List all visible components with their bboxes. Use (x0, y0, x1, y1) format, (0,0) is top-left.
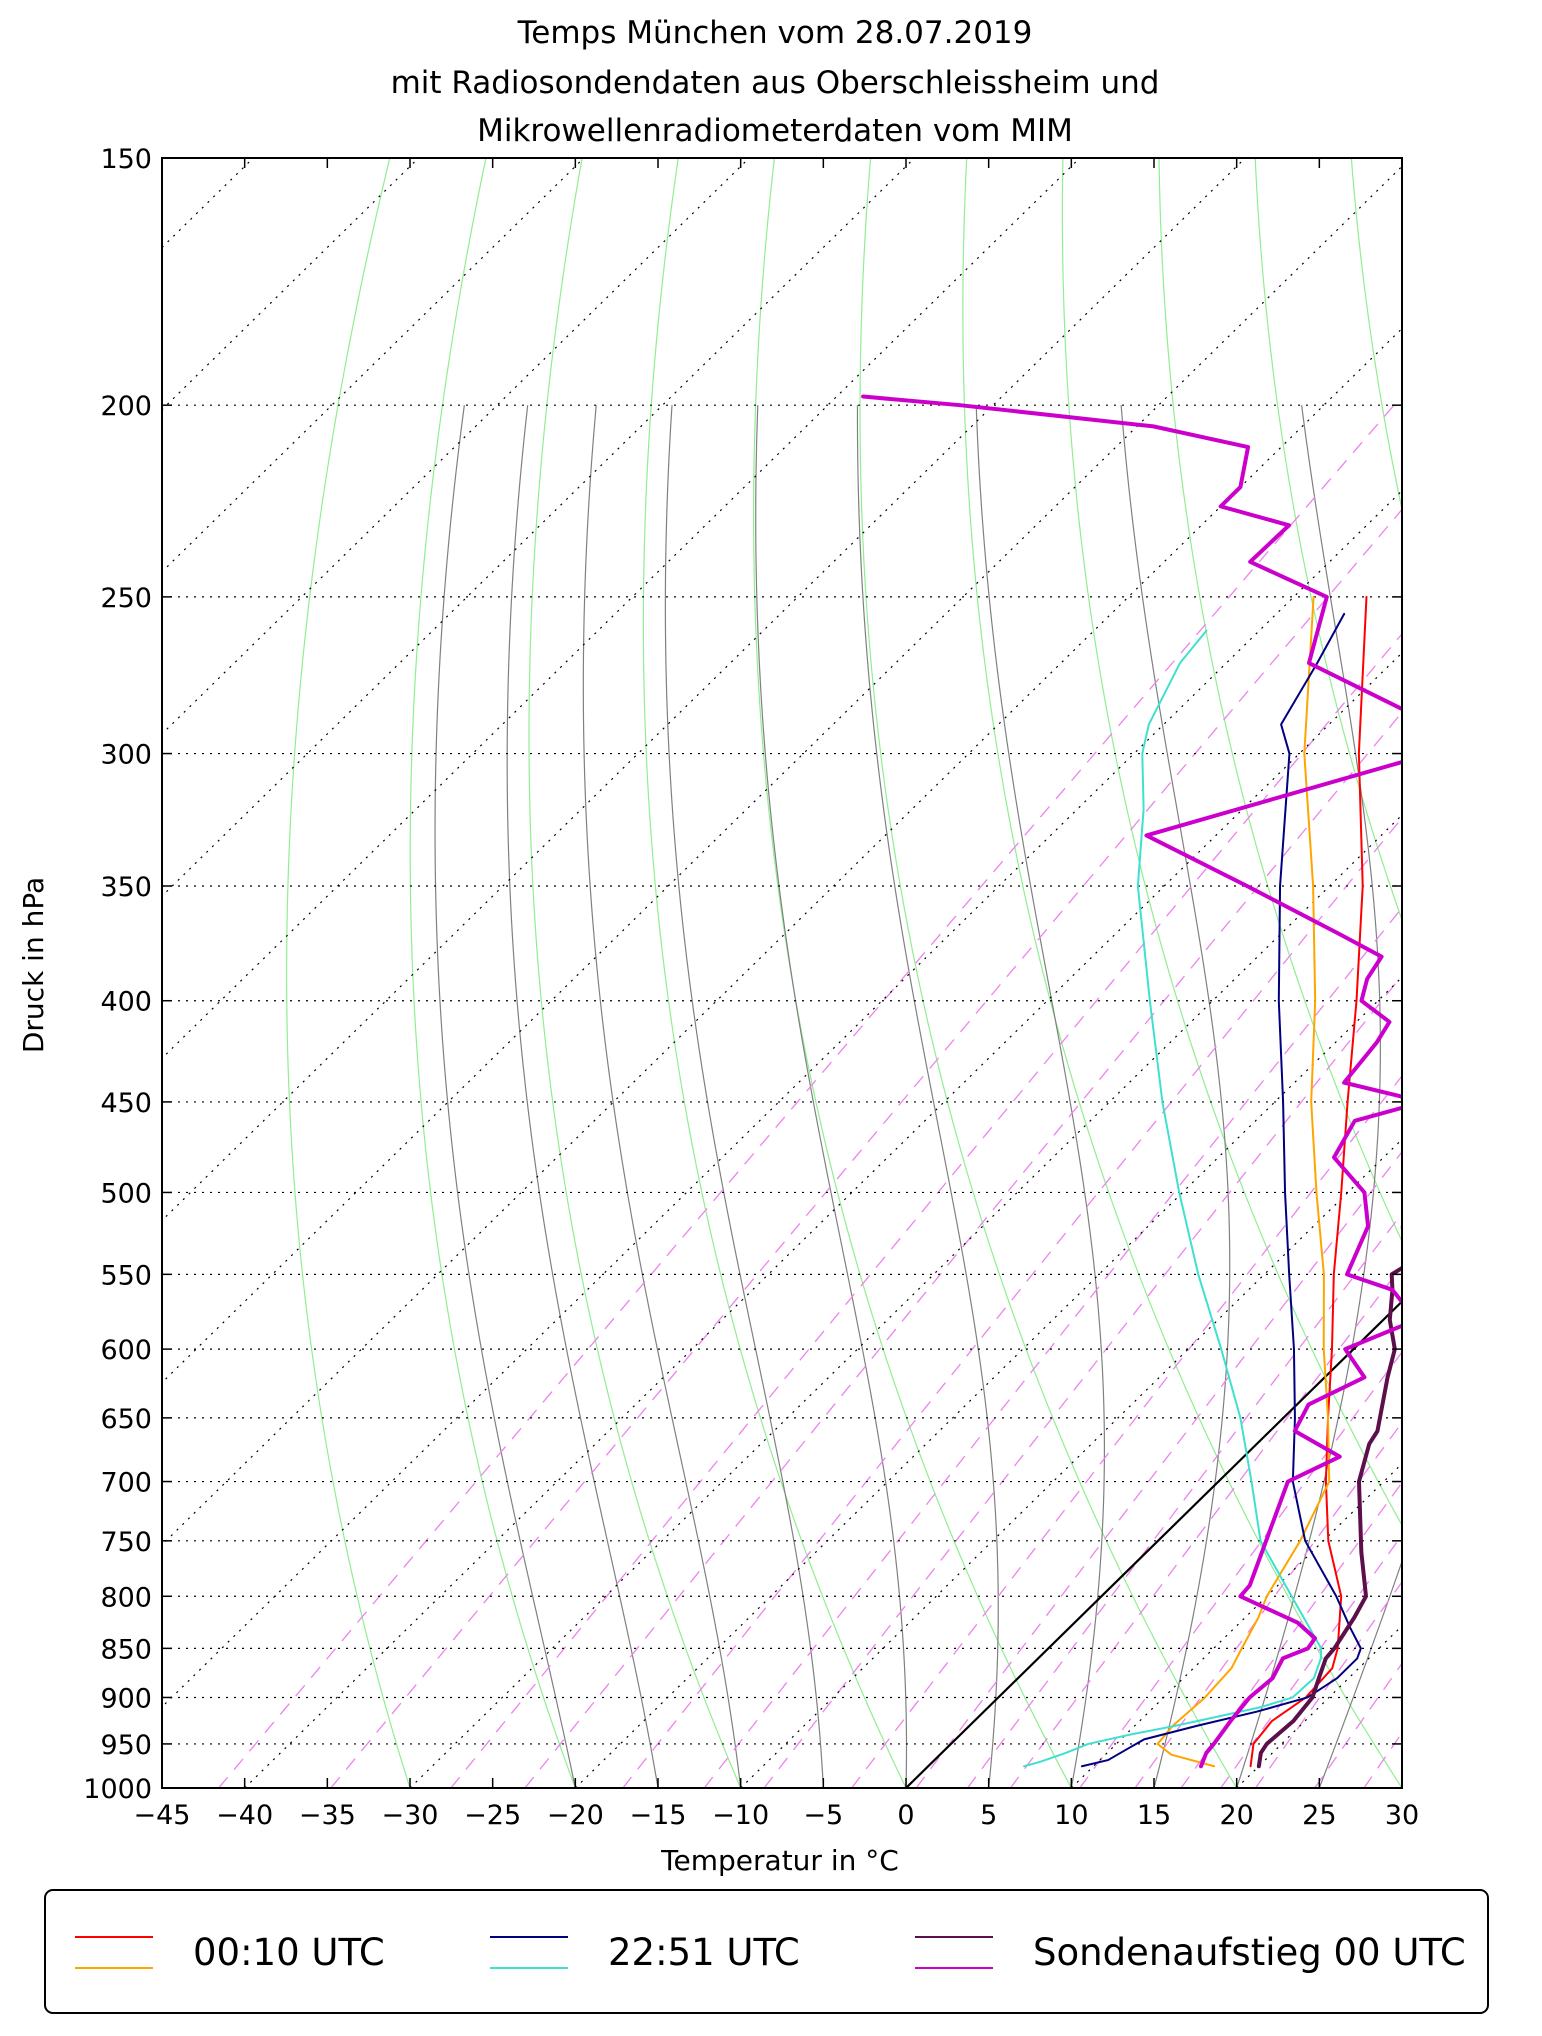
x-tick-label: 15 (1137, 1800, 1171, 1831)
x-tick-label: 10 (1054, 1800, 1088, 1831)
y-tick-label: 700 (100, 1468, 152, 1499)
y-tick-label: 650 (100, 1404, 152, 1435)
x-tick-label: −10 (712, 1800, 769, 1831)
y-tick-label: 850 (100, 1634, 152, 1665)
y-axis-label: Druck in hPa (17, 877, 50, 1053)
legend-label: 22:51 UTC (608, 1931, 800, 1974)
x-tick-label: −20 (547, 1800, 604, 1831)
y-tick-label: 600 (100, 1335, 152, 1366)
x-tick-label: −40 (216, 1800, 273, 1831)
y-tick-label: 150 (100, 144, 152, 175)
legend-label: 00:10 UTC (193, 1931, 385, 1974)
y-tick-label: 250 (100, 583, 152, 614)
legend: 00:10 UTC 22:51 UTC Sondenaufstieg 00 UTC (45, 1890, 1488, 2013)
y-tick-label: 800 (100, 1582, 152, 1613)
x-tick-label: 20 (1219, 1800, 1253, 1831)
x-axis-label: Temperatur in °C (660, 1844, 899, 1877)
y-tick-label: 350 (100, 872, 152, 903)
y-tick-label: 1000 (83, 1774, 152, 1805)
x-tick-label: −15 (630, 1800, 687, 1831)
x-tick-label: −30 (382, 1800, 439, 1831)
y-tick-label: 450 (100, 1088, 152, 1119)
x-tick-label: 0 (897, 1800, 914, 1831)
x-tick-label: −5 (803, 1800, 843, 1831)
x-tick-label: 5 (980, 1800, 997, 1831)
chart-title-line-3: Mikrowellenradiometerdaten vom MIM (477, 113, 1073, 149)
y-tick-label: 200 (100, 391, 152, 422)
chart-title-line-2: mit Radiosondendaten aus Oberschleisshei… (391, 65, 1160, 101)
chart-title-line-1: Temps München vom 28.07.2019 (517, 15, 1033, 51)
y-tick-label: 950 (100, 1730, 152, 1761)
y-tick-label: 400 (100, 987, 152, 1018)
x-tick-label: −25 (464, 1800, 521, 1831)
y-tick-label: 550 (100, 1260, 152, 1291)
y-tick-label: 900 (100, 1683, 152, 1714)
legend-label: Sondenaufstieg 00 UTC (1033, 1931, 1466, 1974)
y-tick-label: 500 (100, 1178, 152, 1209)
x-tick-label: −35 (299, 1800, 356, 1831)
y-tick-label: 750 (100, 1527, 152, 1558)
y-tick-label: 300 (100, 740, 152, 771)
x-tick-label: 30 (1385, 1800, 1419, 1831)
x-tick-label: 25 (1302, 1800, 1336, 1831)
